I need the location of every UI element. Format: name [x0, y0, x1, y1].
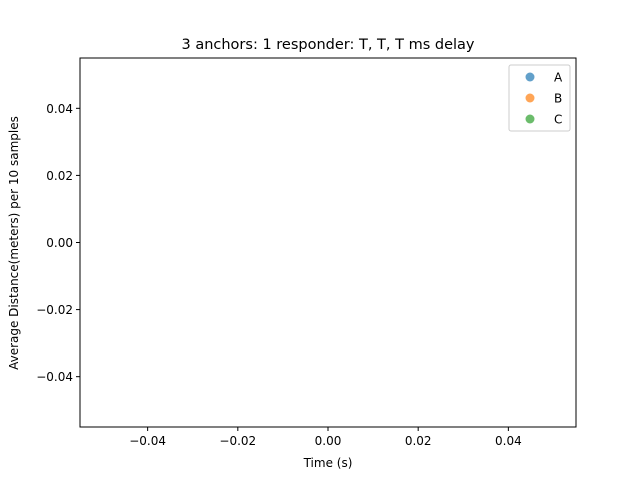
- x-tick-label: 0.02: [405, 434, 432, 448]
- x-tick-label: 0.00: [315, 434, 342, 448]
- x-axis-label: Time (s): [303, 456, 353, 470]
- legend-box: [508, 64, 571, 132]
- legend-label-B: B: [554, 92, 562, 106]
- y-tick-label: 0.04: [46, 102, 73, 116]
- y-axis-label: Average Distance(meters) per 10 samples: [7, 116, 21, 370]
- x-tick-label: 0.04: [495, 434, 522, 448]
- y-tick-label: −0.04: [36, 370, 73, 384]
- x-axis: −0.04 −0.02 0.00 0.02 0.04: [129, 427, 522, 448]
- legend-marker-C: [525, 114, 535, 124]
- y-tick-label: −0.02: [36, 303, 73, 317]
- plot-area: [79, 57, 577, 428]
- chart-title: 3 anchors: 1 responder: T, T, T ms delay: [181, 37, 474, 53]
- legend-label-C: C: [554, 113, 562, 127]
- x-tick-label: −0.02: [219, 434, 256, 448]
- legend: ABC: [508, 64, 571, 132]
- x-tick-label: −0.04: [129, 434, 166, 448]
- y-tick-label: 0.02: [46, 169, 73, 183]
- legend-marker-A: [525, 72, 535, 82]
- legend-marker-B: [525, 93, 535, 103]
- y-tick-label: 0.00: [46, 236, 73, 250]
- legend-label-A: A: [554, 71, 563, 85]
- y-axis: 0.04 0.02 0.00 −0.02 −0.04: [36, 102, 80, 384]
- plot-frame: [79, 57, 577, 428]
